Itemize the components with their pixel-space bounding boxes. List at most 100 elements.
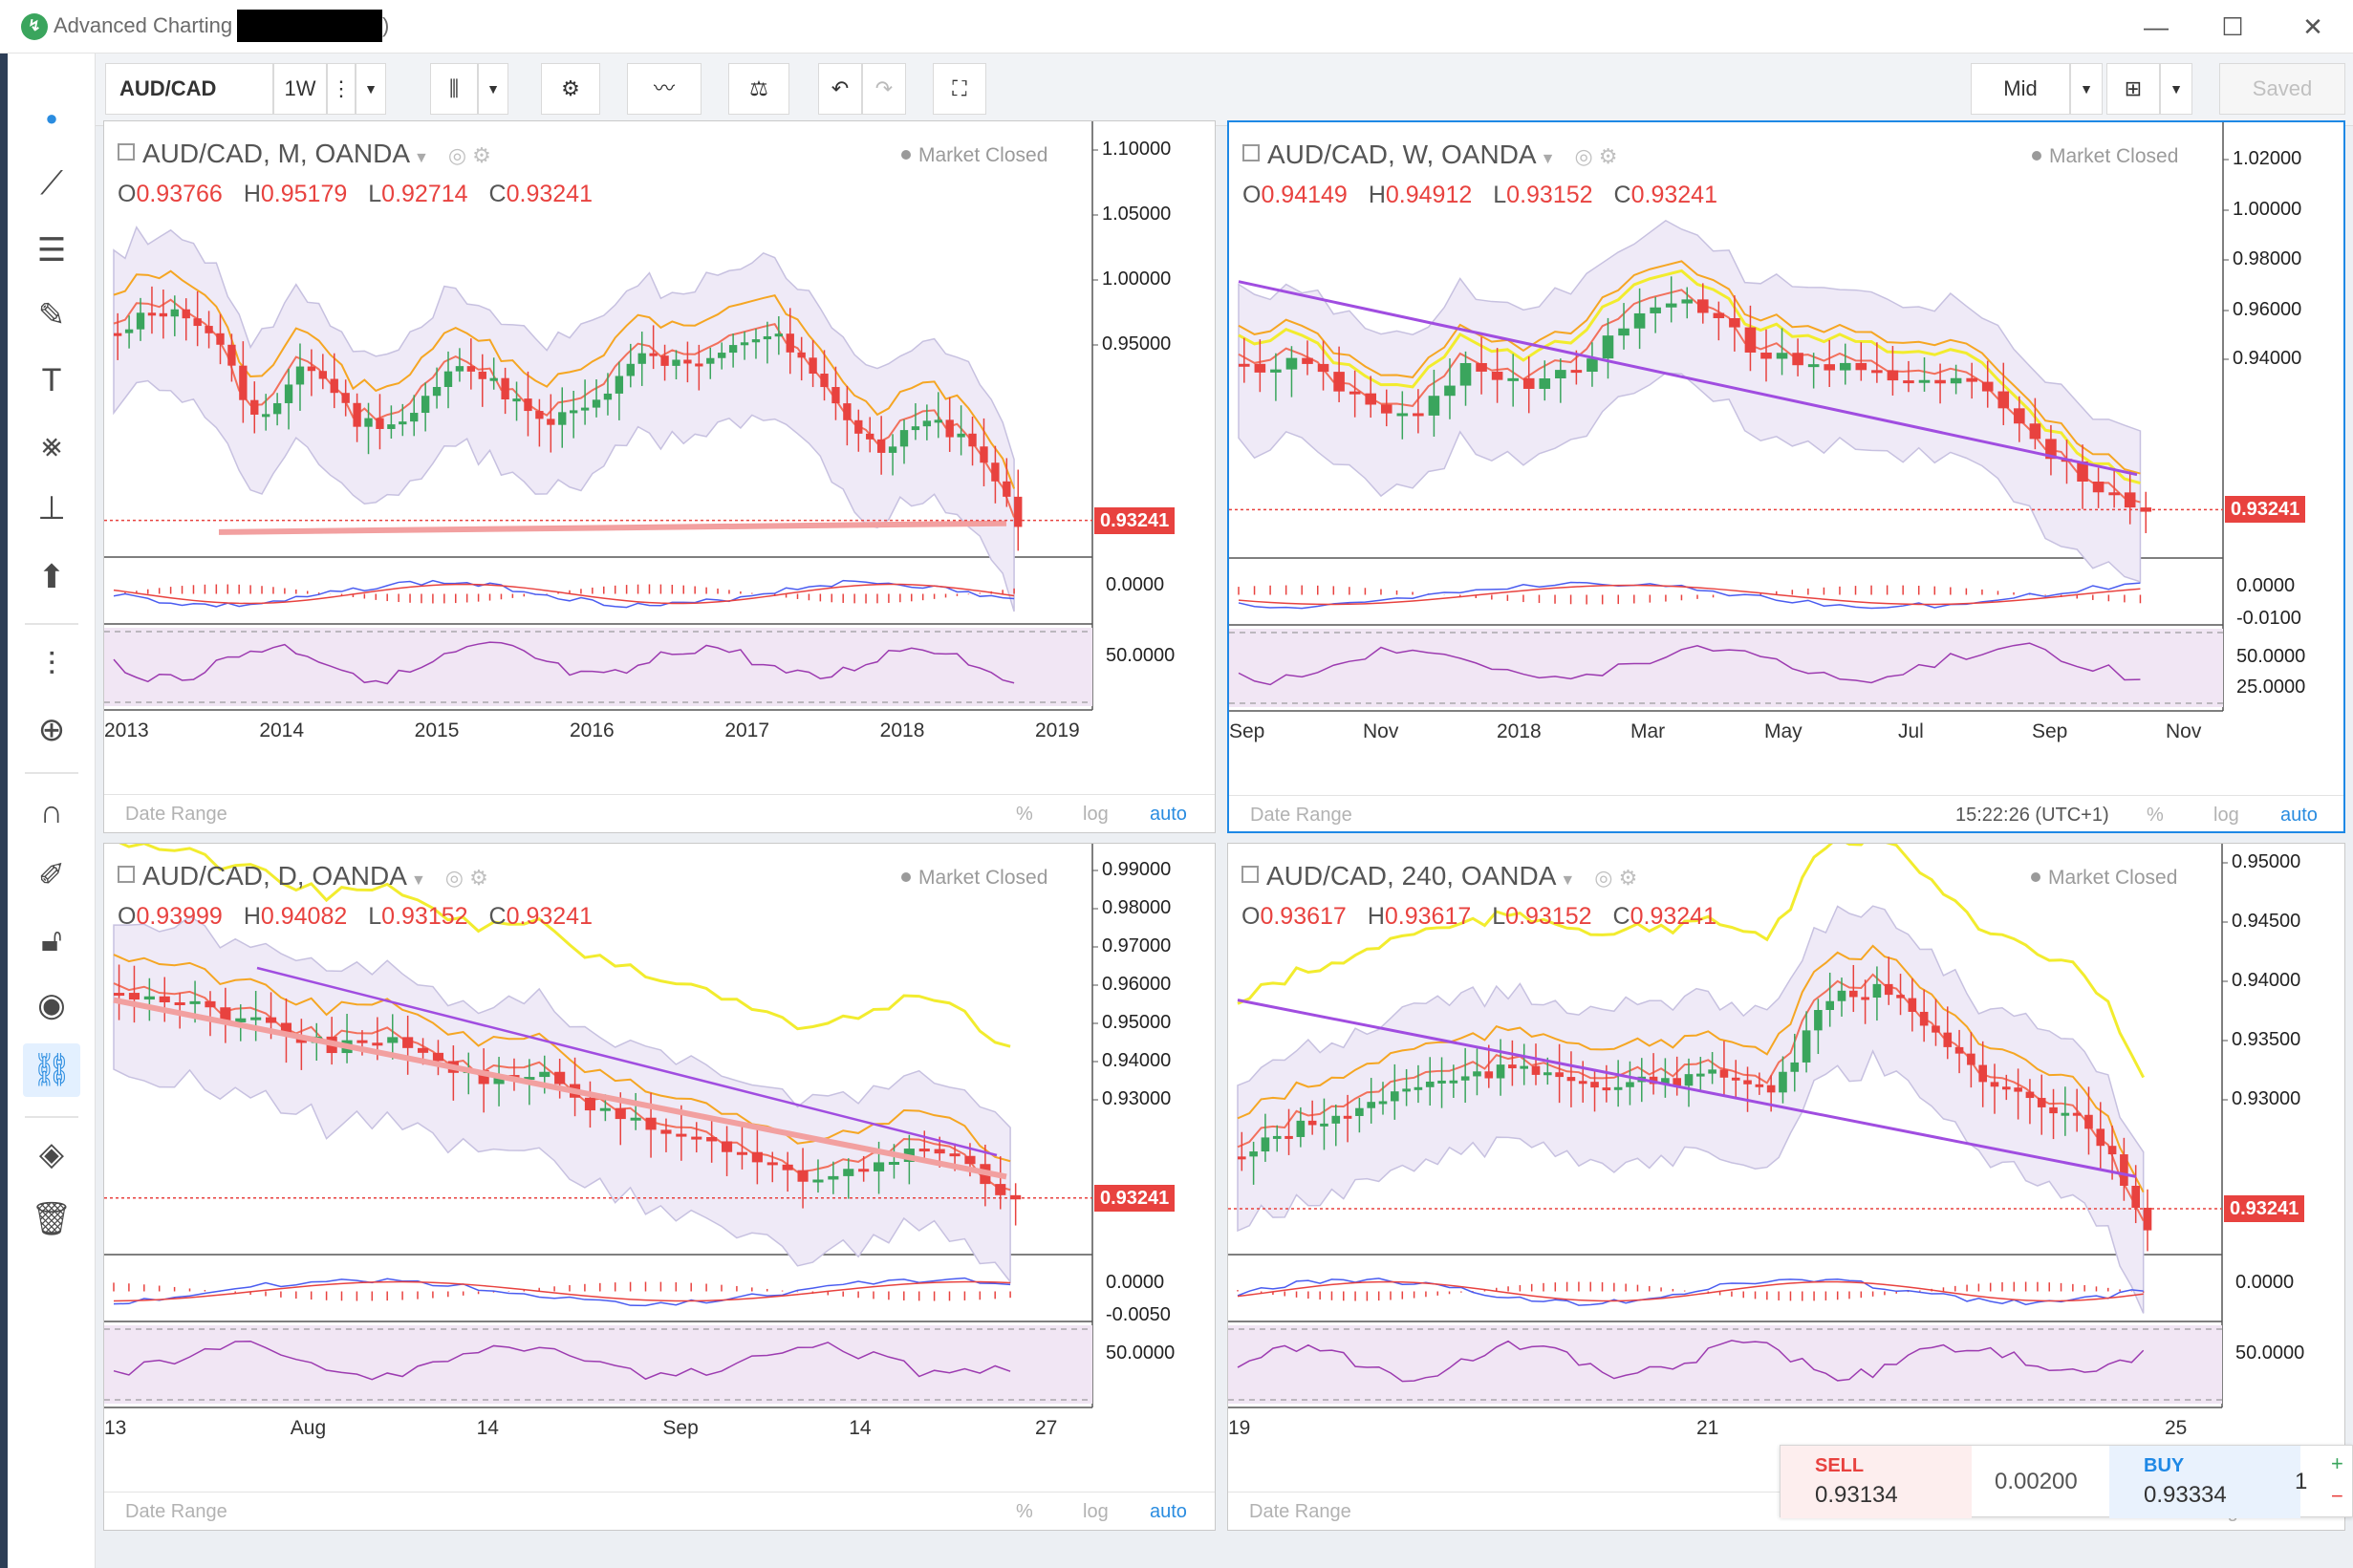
series-settings-icon[interactable]: ◎ ⚙ bbox=[1574, 144, 1618, 168]
chart-panel-weekly[interactable]: AUD/CAD, W, OANDA ▼ ◎ ⚙ O0.94149 H0.94912 L0.… bbox=[1227, 120, 2345, 833]
close-icon[interactable]: ✕ bbox=[2302, 12, 2323, 41]
layers-icon[interactable]: ◈ bbox=[38, 1136, 65, 1172]
lock-icon[interactable]: 🔓︎ bbox=[40, 922, 63, 958]
percent-scale-toggle[interactable]: % bbox=[1016, 1501, 1033, 1522]
cursor-dot-icon[interactable]: ● bbox=[45, 106, 58, 130]
chart-title-dropdown-icon[interactable]: ▼ bbox=[410, 872, 426, 889]
candle bbox=[493, 1075, 505, 1085]
chart-title-dropdown-icon[interactable]: ▼ bbox=[414, 150, 429, 166]
candle bbox=[1729, 317, 1740, 328]
ruler-icon[interactable]: ⫶ bbox=[47, 647, 56, 683]
candle bbox=[1507, 377, 1519, 381]
layout-grid-icon[interactable]: ⊞ bbox=[2106, 63, 2160, 115]
chart-legend[interactable]: AUD/CAD, W, OANDA ▼ ◎ ⚙ bbox=[1242, 140, 1617, 170]
chart-legend[interactable]: AUD/CAD, M, OANDA ▼ ◎ ⚙ bbox=[118, 139, 491, 169]
layout-dropdown-icon[interactable]: ▼ bbox=[2160, 63, 2192, 115]
quantity-minus-icon[interactable]: − bbox=[2331, 1484, 2343, 1508]
ohlc-value-c: 0.93241 bbox=[1630, 903, 1716, 930]
fib-retracement-icon[interactable]: ☰ bbox=[36, 232, 67, 268]
date-range-button[interactable]: Date Range bbox=[1249, 1501, 1351, 1522]
lock-drawing-icon[interactable]: ✐ bbox=[37, 857, 66, 893]
auto-scale-toggle[interactable]: auto bbox=[1150, 1501, 1187, 1522]
chart-canvas[interactable] bbox=[104, 844, 1216, 1531]
interval-menu-icon[interactable]: ⋮ bbox=[327, 63, 356, 115]
candle bbox=[2037, 1098, 2046, 1107]
price-type-dropdown-icon[interactable]: ▼ bbox=[2070, 63, 2103, 115]
text-tool-icon[interactable]: T bbox=[41, 362, 62, 398]
log-scale-toggle[interactable]: log bbox=[2213, 805, 2239, 826]
arrow-up-icon[interactable]: ⬆ bbox=[37, 559, 66, 595]
trend-line-icon[interactable]: ⟋ bbox=[40, 165, 63, 202]
link-icon[interactable]: ⛓ bbox=[23, 1043, 80, 1097]
auto-scale-toggle[interactable]: auto bbox=[1150, 804, 1187, 825]
log-scale-toggle[interactable]: log bbox=[1083, 1501, 1109, 1522]
chart-canvas[interactable] bbox=[104, 121, 1216, 833]
fullscreen-icon[interactable]: ⛶ bbox=[933, 63, 986, 115]
auto-scale-toggle[interactable]: auto bbox=[2280, 805, 2318, 826]
price-axis-label: 1.10000 bbox=[1102, 139, 1172, 160]
chart-title-dropdown-icon[interactable]: ▼ bbox=[1560, 872, 1576, 889]
bollinger-band bbox=[113, 914, 1011, 1284]
chart-canvas[interactable] bbox=[1229, 122, 2345, 833]
date-range-button[interactable]: Date Range bbox=[125, 804, 227, 825]
settings-gear-icon[interactable]: ⚙ bbox=[541, 63, 600, 115]
collapse-icon[interactable] bbox=[118, 143, 135, 161]
prediction-icon[interactable]: ⊥ bbox=[37, 490, 66, 526]
collapse-icon[interactable] bbox=[1241, 866, 1259, 883]
quantity-value[interactable]: 1 bbox=[2295, 1469, 2308, 1494]
buy-button[interactable]: BUY 0.93334 bbox=[2109, 1446, 2300, 1518]
maximize-icon[interactable]: ☐ bbox=[2221, 12, 2244, 41]
candle bbox=[691, 1136, 702, 1140]
undo-icon[interactable]: ↶ bbox=[818, 63, 862, 115]
chart-panel-h4[interactable]: AUD/CAD, 240, OANDA ▼ ◎ ⚙ O0.93617 H0.93617 L… bbox=[1227, 843, 2345, 1531]
quantity-plus-icon[interactable]: + bbox=[2331, 1451, 2343, 1475]
price-type-button[interactable]: Mid bbox=[1971, 63, 2070, 115]
chart-legend[interactable]: AUD/CAD, D, OANDA ▼ ◎ ⚙ bbox=[118, 861, 488, 891]
candle bbox=[1681, 299, 1694, 304]
chart-canvas[interactable] bbox=[1228, 844, 2345, 1531]
candle bbox=[740, 342, 749, 346]
series-settings-icon[interactable]: ◎ ⚙ bbox=[1594, 866, 1638, 890]
candle bbox=[1496, 1064, 1505, 1079]
chart-style-dropdown-icon[interactable]: ▼ bbox=[478, 63, 508, 115]
candle bbox=[676, 1133, 687, 1137]
drawing-toolbar: ● ⟋ ☰ ✎ T ⨳ ⊥ ⬆ ⫶ ⊕ ∩ ✐ 🔓︎ ◉ ⛓ ◈ 🗑︎ bbox=[0, 54, 96, 1568]
trash-icon[interactable]: 🗑︎ bbox=[31, 1201, 73, 1237]
redo-icon[interactable]: ↷ bbox=[862, 63, 906, 115]
market-status: Market Closed bbox=[2032, 145, 2178, 168]
date-range-button[interactable]: Date Range bbox=[125, 1501, 227, 1522]
magnet-icon[interactable]: ∩ bbox=[39, 794, 64, 830]
saved-button[interactable]: Saved bbox=[2219, 63, 2345, 115]
interval-button[interactable]: 1W bbox=[273, 63, 327, 115]
log-scale-toggle[interactable]: log bbox=[1083, 804, 1109, 825]
brush-icon[interactable]: ✎ bbox=[37, 297, 66, 333]
collapse-icon[interactable] bbox=[1242, 144, 1260, 161]
candle bbox=[1708, 1069, 1716, 1074]
ohlc-value-c: 0.93241 bbox=[506, 181, 593, 207]
sell-button[interactable]: SELL 0.93134 bbox=[1781, 1446, 1972, 1518]
eye-icon[interactable]: ◉ bbox=[37, 987, 66, 1023]
symbol-input[interactable]: AUD/CAD bbox=[105, 63, 273, 115]
ohlc-item: O0.93617 bbox=[1241, 903, 1347, 930]
compare-icon[interactable]: ⚖ bbox=[728, 63, 789, 115]
chart-panel-daily[interactable]: AUD/CAD, D, OANDA ▼ ◎ ⚙ O0.93999 H0.94082 L0.… bbox=[103, 843, 1216, 1531]
candle bbox=[820, 374, 829, 388]
chart-panel-monthly[interactable]: AUD/CAD, M, OANDA ▼ ◎ ⚙ O0.93766 H0.95179 L0.… bbox=[103, 120, 1216, 833]
rsi-axis-label: 25.0000 bbox=[2236, 677, 2306, 698]
pattern-icon[interactable]: ⨳ bbox=[41, 427, 62, 463]
collapse-icon[interactable] bbox=[118, 866, 135, 883]
minimize-icon[interactable]: — bbox=[2144, 12, 2169, 41]
percent-scale-toggle[interactable]: % bbox=[2147, 805, 2164, 826]
series-settings-icon[interactable]: ◎ ⚙ bbox=[444, 866, 488, 890]
chart-title-dropdown-icon[interactable]: ▼ bbox=[1540, 151, 1556, 167]
series-settings-icon[interactable]: ◎ ⚙ bbox=[447, 143, 491, 167]
chart-legend[interactable]: AUD/CAD, 240, OANDA ▼ ◎ ⚙ bbox=[1241, 861, 1637, 891]
candles-style-icon[interactable]: ⫼ bbox=[430, 63, 478, 115]
percent-scale-toggle[interactable]: % bbox=[1016, 804, 1033, 825]
candle bbox=[1633, 312, 1646, 329]
interval-dropdown-icon[interactable]: ▼ bbox=[356, 63, 386, 115]
date-range-button[interactable]: Date Range bbox=[1250, 805, 1352, 826]
indicators-icon[interactable]: 〰 bbox=[627, 63, 702, 115]
zoom-in-icon[interactable]: ⊕ bbox=[37, 712, 66, 748]
